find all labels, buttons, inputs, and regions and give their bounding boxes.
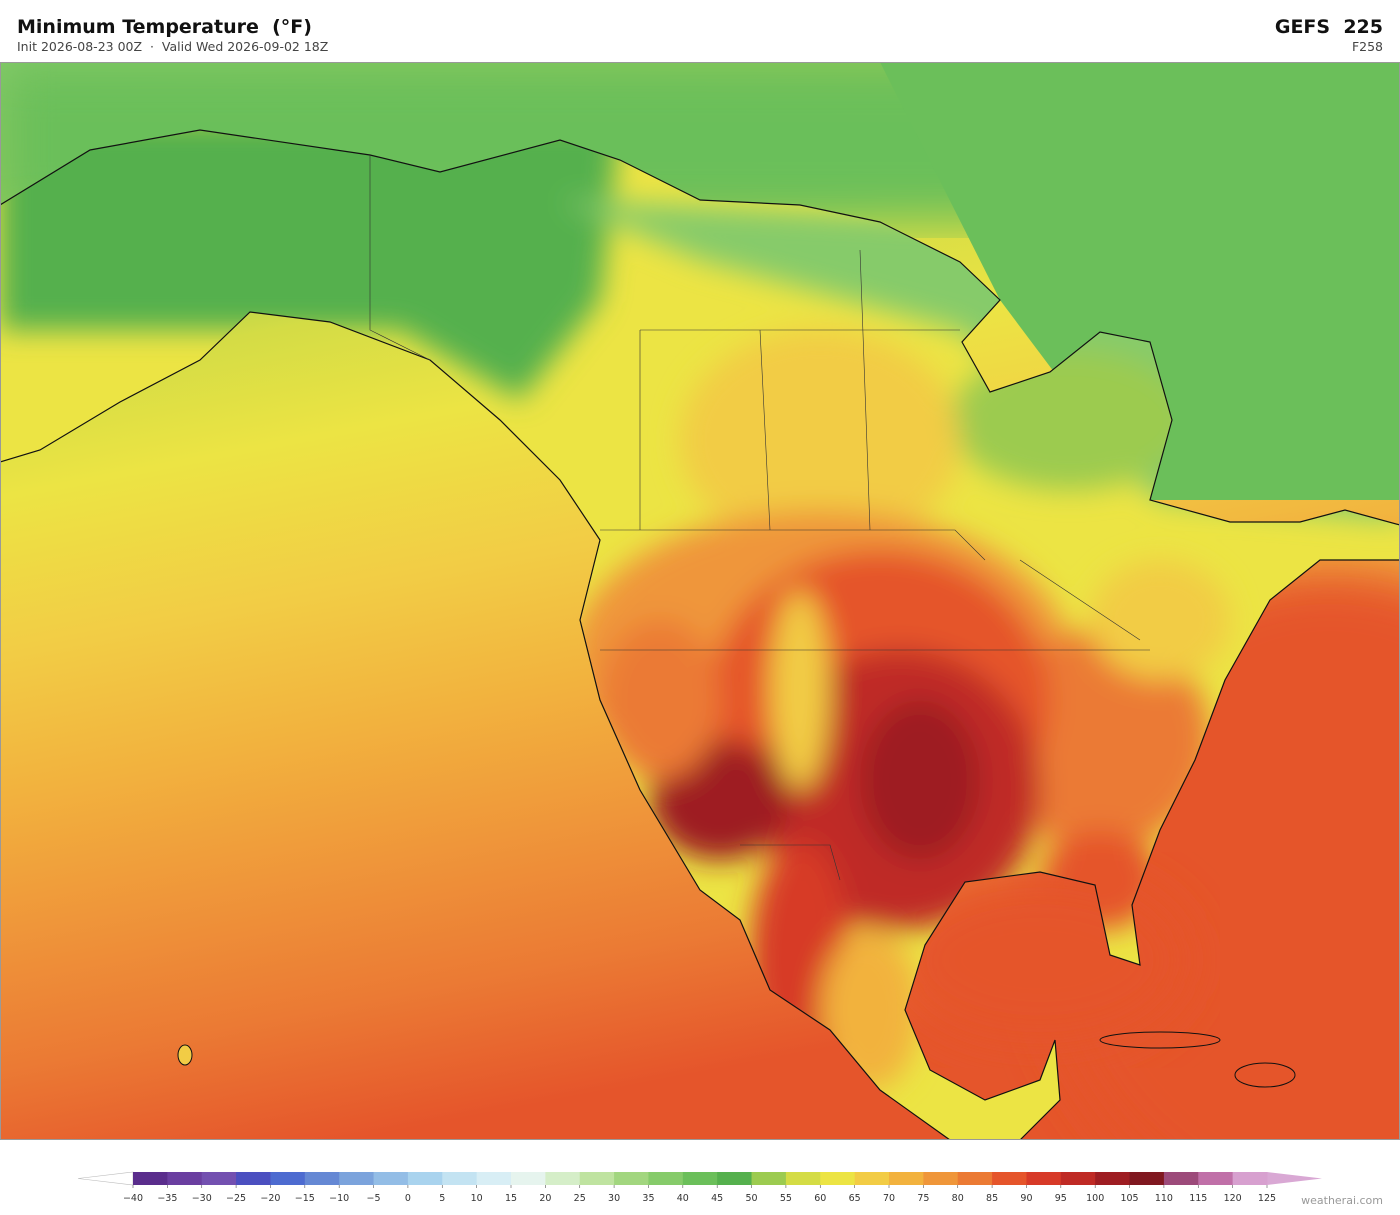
colorbar-swatch [373,1172,409,1185]
colorbar-tick-label: −35 [157,1193,177,1204]
colorbar-swatch [167,1172,203,1185]
colorbar-swatch [889,1172,924,1185]
colorbar-tick-label: 40 [677,1193,689,1204]
colorbar-under [77,1171,134,1186]
colorbar-swatch [545,1172,581,1185]
colorbar-swatch [923,1172,959,1185]
colorbar-tick-label: 75 [917,1193,929,1204]
credit: weatherai.com [1301,1194,1383,1207]
colorbar-tick-label: −40 [123,1193,143,1204]
colorbar-tick-label: 10 [471,1193,483,1204]
colorbar-tick-label: 100 [1086,1193,1104,1204]
hispaniola [1234,1062,1296,1088]
colorbar-tick-label: 120 [1224,1193,1242,1204]
colorbar-tick-label: 90 [1020,1193,1032,1204]
colorbar-tick-label: −30 [192,1193,212,1204]
forecast-hour: F258 [1351,39,1383,54]
colorbar-tick-label: −15 [295,1193,315,1204]
colorbar-tick-label: 20 [539,1193,551,1204]
borders [369,155,1150,881]
hawaii [177,1044,193,1066]
colorbar-tick-label: −20 [260,1193,280,1204]
colorbar-swatch [579,1172,615,1185]
colorbar-swatch [339,1172,375,1185]
colorbar-tick-label: −25 [226,1193,246,1204]
colorbar-swatch [820,1172,856,1185]
colorbar-tick-label: 125 [1258,1193,1276,1204]
colorbar-swatch [785,1172,821,1185]
colorbar-swatch [270,1172,306,1185]
colorbar-swatch [1095,1172,1131,1185]
colorbar-swatch [614,1172,649,1185]
colorbar-tick-label: 55 [780,1193,792,1204]
colorbar-swatch [717,1172,753,1185]
colorbar-tick-label: −5 [367,1193,381,1204]
colorbar-tick-label: 80 [952,1193,964,1204]
map-title: Minimum Temperature (°F) [17,16,312,38]
colorbar-tick-label: 115 [1189,1193,1207,1204]
colorbar-swatch [1129,1172,1165,1185]
colorbar-swatch [133,1172,168,1185]
map-subtitle: Init 2026-08-23 00Z · Valid Wed 2026-09-… [17,39,329,54]
colorbar-swatch [304,1172,340,1185]
colorbar-tick-label: 65 [849,1193,861,1204]
colorbar-swatch [992,1172,1027,1185]
colorbar-tick-label: 0 [405,1193,411,1204]
colorbar-tick-label: −10 [329,1193,349,1204]
colorbar-tick-label: 45 [711,1193,723,1204]
colorbar-swatch [1163,1172,1199,1185]
colorbar-swatch [751,1172,787,1185]
colorbar-tick-label: 105 [1120,1193,1138,1204]
colorbar-tick-label: 85 [986,1193,998,1204]
colorbar-swatch [511,1172,546,1185]
colorbar-swatch [682,1172,718,1185]
colorbar-swatch [648,1172,684,1185]
colorbar-swatch [476,1172,512,1185]
colorbar-swatch [854,1172,890,1185]
colorbar-tick-label: 15 [505,1193,517,1204]
colorbar-tick-label: 30 [608,1193,620,1204]
colorbar-tick-label: 5 [439,1193,445,1204]
cuba [1099,1031,1221,1049]
colorbar-swatch [1026,1172,1062,1185]
colorbar-swatch [1060,1172,1096,1185]
colorbar-tick-label: 60 [814,1193,826,1204]
colorbar-swatch [1232,1172,1268,1185]
colorbar-over [1267,1172,1322,1185]
map-field [0,62,1400,1140]
colorbar-swatch [236,1172,271,1185]
colorbar-swatch [442,1172,478,1185]
colorbar-tick-label: 95 [1055,1193,1067,1204]
colorbar-swatch [957,1172,993,1185]
colorbar-tick-label: 70 [883,1193,895,1204]
colorbar-tick-label: 35 [642,1193,654,1204]
colorbar: −40 −35 −30 −25 −20 −15 −10 −5 0 5 10 15 20 25 30 35 40 4… [77,1171,1322,1204]
colorbar-tick-label: 110 [1155,1193,1173,1204]
model-name: GEFS 225 [1274,16,1383,38]
colorbar-swatch [201,1172,237,1185]
colorbar-tick-label: 50 [745,1193,757,1204]
colorbar-tick-label: 25 [574,1193,586,1204]
colorbar-swatch [407,1172,443,1185]
colorbar-swatch [1198,1172,1234,1185]
arctic-islands [880,62,1400,500]
